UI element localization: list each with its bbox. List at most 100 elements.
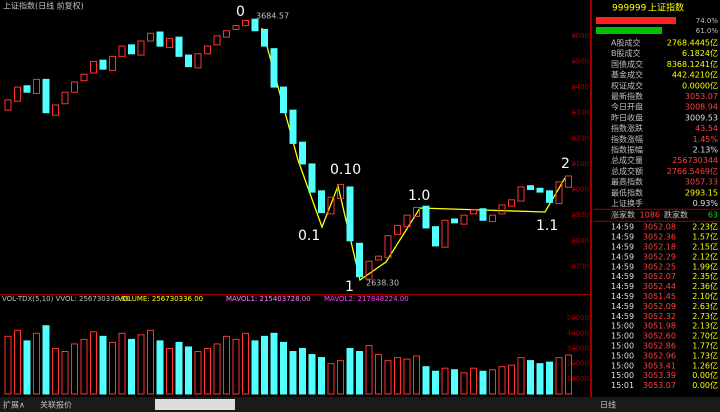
candle-body	[555, 181, 563, 205]
volume-bar	[327, 363, 335, 395]
candle-body	[270, 48, 278, 88]
tick-price: 3052.29	[643, 252, 676, 261]
candle-body	[394, 224, 401, 235]
ratio-label: 61.0%	[696, 27, 719, 35]
tick-volume: 2.73亿	[692, 311, 718, 321]
wave-label: 0.10	[330, 162, 361, 178]
volume-bar	[166, 347, 173, 395]
tick-price: 3052.25	[643, 262, 676, 271]
toolbar-button[interactable]: 关联报价	[40, 400, 72, 410]
candle-body	[52, 104, 59, 116]
candle-body	[232, 25, 240, 30]
tick-volume: 2.63亿	[692, 301, 718, 311]
stat-value: 256730344	[672, 156, 718, 165]
tick-price: 3052.18	[643, 243, 676, 252]
candle-body	[33, 78, 40, 94]
breadth: 63	[708, 211, 718, 220]
stat-label: 总成交量	[611, 155, 643, 165]
candle-body	[346, 186, 354, 242]
wave-label: 2	[561, 156, 570, 172]
volume-bar	[42, 325, 50, 395]
candle-body	[204, 45, 211, 55]
candle-body	[365, 260, 373, 280]
toolbar-button[interactable]: 扩展∧	[3, 400, 25, 410]
panel-divider	[0, 294, 590, 295]
period-tab[interactable]: 日线	[600, 400, 616, 410]
volume-bar	[223, 335, 230, 395]
candle-body	[327, 196, 335, 215]
tick-time: 14:59	[611, 262, 634, 271]
stat-label: 指数涨跌	[611, 123, 643, 133]
volume-bar	[384, 360, 392, 395]
ratio-bar	[596, 27, 662, 34]
tick-volume: 2.12亿	[692, 251, 718, 261]
volume-bar	[365, 344, 373, 395]
volume-bar	[346, 347, 354, 395]
stat-value: 442.4210亿	[672, 70, 718, 80]
volume-bar	[422, 366, 430, 395]
tick-time: 15:00	[611, 351, 634, 360]
breadth: 涨家数	[611, 210, 635, 220]
volume-bar	[479, 370, 487, 395]
stat-label: 最低指数	[611, 187, 643, 197]
volume-bar	[23, 340, 31, 395]
tick-price: 3051.98	[643, 322, 676, 331]
candle-body	[413, 206, 420, 217]
volume-bar	[175, 341, 183, 395]
tick-time: 14:59	[611, 312, 634, 321]
volume-bar	[80, 338, 88, 395]
volume-bar	[213, 343, 221, 395]
volume-bar	[403, 358, 411, 395]
stat-label: B股成交	[611, 48, 641, 58]
candle-body	[261, 28, 268, 47]
volume-header: VOLUME: 256730336.00	[118, 295, 203, 303]
tick-volume: 2.13亿	[692, 321, 718, 331]
volume-bar	[289, 351, 297, 395]
tick-volume: 2.35亿	[692, 271, 718, 281]
volume-bar	[33, 332, 40, 395]
tick-price: 3053.41	[643, 361, 676, 370]
candle-body	[99, 59, 107, 70]
volume-bar	[375, 354, 382, 395]
y-tick-label: 20000	[567, 360, 589, 368]
tick-price: 3052.86	[643, 342, 676, 351]
candle-body	[546, 190, 553, 203]
tick-price: 3053.39	[643, 371, 676, 380]
stat-label: 最高指数	[611, 177, 643, 187]
candle-body	[479, 208, 487, 221]
wave-label: 0	[236, 4, 245, 20]
candle-body	[384, 235, 392, 258]
volume-bar	[546, 361, 553, 395]
panel-divider	[590, 0, 592, 398]
volume-bar	[527, 360, 534, 395]
volume-bar	[204, 347, 211, 395]
y-tick-label: 3500	[571, 57, 589, 65]
volume-bar	[242, 332, 249, 395]
volume-bar	[194, 351, 202, 395]
stat-label: 最新指数	[611, 91, 643, 101]
tick-volume: 2.15亿	[692, 242, 718, 252]
volume-bar	[536, 363, 544, 395]
candle-body	[156, 31, 164, 47]
toolbar-controls[interactable]	[155, 399, 235, 410]
volume-bar	[555, 357, 563, 395]
tick-time: 15:00	[611, 322, 634, 331]
y-tick-label: 3400	[571, 83, 589, 91]
stat-label: 权证成交	[611, 80, 643, 90]
candle-body	[137, 40, 145, 56]
candle-body	[242, 19, 249, 27]
stat-label: 昨日收盘	[611, 112, 643, 122]
y-tick-label: 2900	[571, 211, 589, 219]
y-tick-label: 3600	[571, 32, 589, 40]
stat-value: 0.93%	[693, 199, 719, 208]
volume-bar	[185, 346, 192, 395]
stat-label: 上证换手	[611, 198, 643, 208]
candle-body	[451, 218, 458, 224]
volume-header: MAVOL2: 217848224.00	[324, 295, 409, 303]
volume-bar	[565, 354, 572, 395]
volume-bar	[270, 332, 278, 395]
stat-value: 2.13%	[693, 146, 719, 155]
candle-body	[536, 187, 544, 193]
tick-time: 15:00	[611, 332, 634, 341]
